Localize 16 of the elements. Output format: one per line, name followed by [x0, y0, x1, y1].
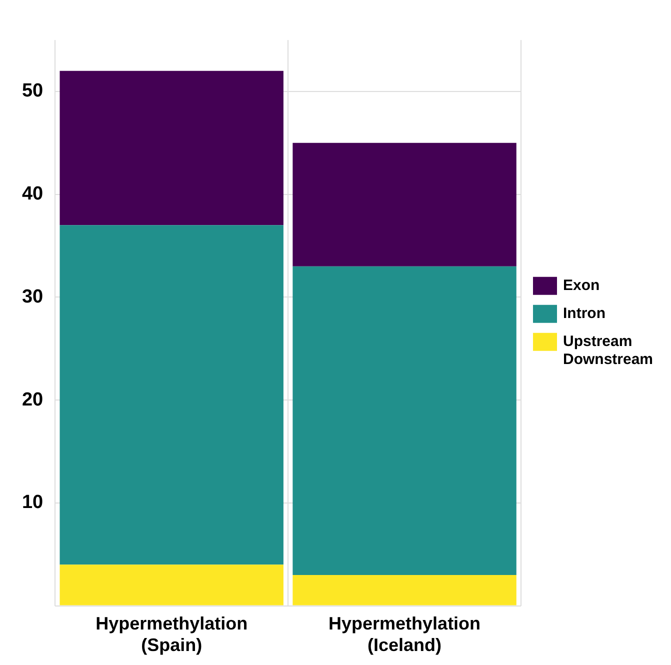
y-tick-label: 50	[22, 80, 44, 102]
bar	[60, 225, 284, 565]
bar	[60, 564, 284, 606]
bar	[60, 70, 284, 226]
legend-label: Intron	[563, 305, 606, 322]
x-tick-label: Hypermethylation (Iceland)	[328, 614, 481, 656]
y-tick-label: 20	[22, 389, 44, 410]
y-tick-label: 10	[22, 492, 44, 514]
x-tick-label: Hypermethylation (Spain)	[96, 614, 248, 656]
y-tick-label: 30	[22, 286, 44, 308]
bar	[292, 574, 516, 606]
legend-label: Exon	[563, 277, 600, 294]
bar	[292, 142, 516, 266]
legend-label: Upstream Downstream	[563, 333, 654, 368]
y-tick-label: 40	[22, 184, 44, 205]
bar	[292, 266, 516, 575]
